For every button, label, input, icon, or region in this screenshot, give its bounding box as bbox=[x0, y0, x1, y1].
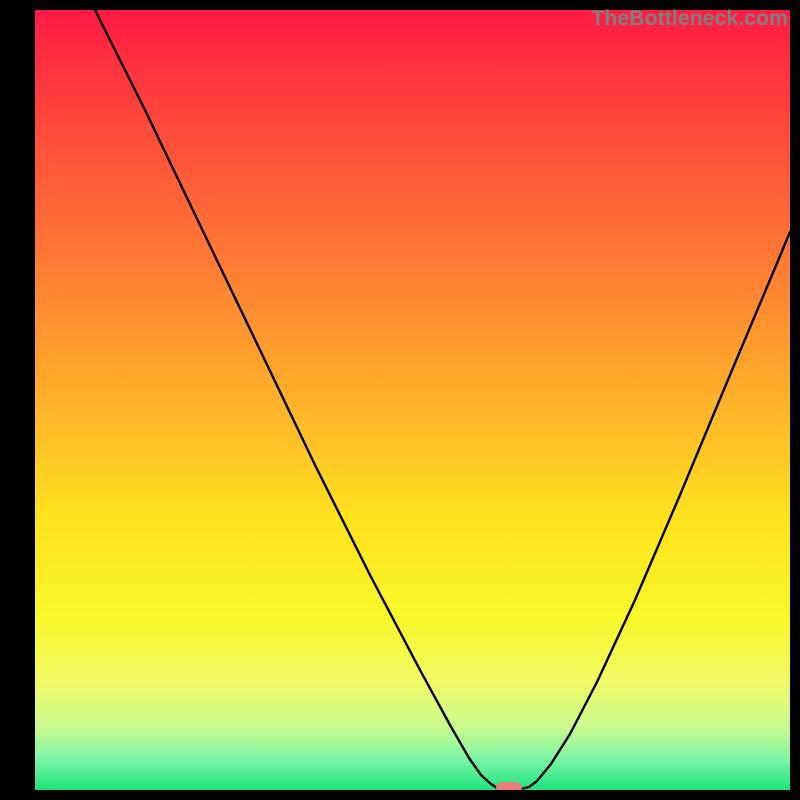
figure-root: TheBottleneck.com bbox=[0, 0, 800, 800]
optimum-marker bbox=[496, 782, 522, 790]
plot-area bbox=[35, 10, 790, 790]
bottleneck-curve bbox=[95, 10, 790, 789]
curve-layer bbox=[35, 10, 790, 790]
watermark-text: TheBottleneck.com bbox=[591, 6, 788, 31]
